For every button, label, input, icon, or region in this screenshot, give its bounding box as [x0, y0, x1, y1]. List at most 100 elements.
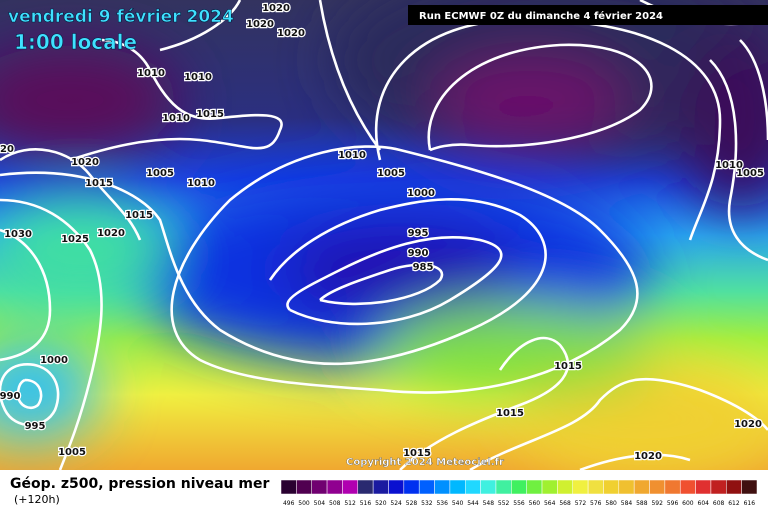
isobar-label: 1020 — [277, 28, 305, 39]
scale-swatch — [618, 479, 635, 495]
scale-swatch — [449, 479, 466, 495]
scale-label: 524 — [390, 500, 402, 507]
scale-swatch — [280, 479, 297, 495]
scale-swatch — [526, 479, 543, 495]
scale-label: 520 — [375, 500, 387, 507]
isobar — [399, 336, 570, 470]
forecast-time: 1:00 locale — [14, 30, 137, 54]
isobar — [170, 145, 639, 394]
isobar — [0, 228, 52, 362]
isobar — [318, 0, 382, 151]
isobar-label: 1005 — [58, 447, 86, 458]
scale-swatch — [495, 479, 512, 495]
isobar-label: 1010 — [137, 68, 165, 79]
isobar-label: 995 — [408, 228, 429, 239]
isobar — [16, 378, 43, 410]
scale-swatch — [357, 479, 374, 495]
scale-label: 556 — [513, 500, 525, 507]
isobar-label: 1010 — [162, 113, 190, 124]
scale-label: 580 — [605, 500, 617, 507]
isobar-label: 1010 — [187, 178, 215, 189]
scale-label: 564 — [544, 500, 556, 507]
scale-swatch — [679, 479, 696, 495]
run-info: Run ECMWF 0Z du dimanche 4 février 2024 — [419, 10, 663, 22]
isobar-label: 1005 — [736, 168, 764, 179]
scale-swatch — [587, 479, 604, 495]
scale-swatch — [326, 479, 343, 495]
isobar-label: 1000 — [407, 188, 435, 199]
isobar-label: 1030 — [4, 229, 32, 240]
scale-swatch — [418, 479, 435, 495]
scale-label: 516 — [360, 500, 372, 507]
scale-swatch — [465, 479, 481, 495]
scale-label: 576 — [590, 500, 602, 507]
scale-swatch — [557, 479, 573, 495]
color-scale: 496 500 504 508 512 516 520 524 528 532 536 540 544 5… — [280, 479, 758, 507]
isobar-label: 1015 — [85, 178, 113, 189]
isobar-label: 985 — [413, 262, 434, 273]
scale-label: 532 — [421, 500, 433, 507]
scale-swatch — [572, 479, 589, 495]
isobar-label: 1015 — [403, 448, 431, 459]
scale-label: 496 — [283, 500, 295, 507]
isobar-label: 1010 — [184, 72, 212, 83]
scale-swatch — [311, 479, 328, 495]
scale-swatch — [541, 479, 558, 495]
isobar — [0, 363, 60, 427]
isobar — [709, 59, 768, 262]
scale-swatch — [372, 479, 389, 495]
scale-label: 588 — [636, 500, 648, 507]
scale-label: 608 — [713, 500, 725, 507]
scale-label: 616 — [744, 500, 756, 507]
scale-label: 544 — [467, 500, 479, 507]
scale-swatch — [633, 479, 650, 495]
scale-swatch — [342, 479, 359, 495]
scale-label: 552 — [498, 500, 510, 507]
isobar-label: 1015 — [554, 361, 582, 372]
isobar-label: 1020 — [97, 228, 125, 239]
scale-label: 560 — [529, 500, 541, 507]
isobar — [159, 0, 242, 52]
scale-swatch — [480, 479, 497, 495]
isobar — [286, 236, 503, 326]
scale-label: 600 — [682, 500, 694, 507]
isobar — [319, 263, 444, 306]
isobar — [469, 377, 768, 470]
scale-label: 568 — [559, 500, 571, 507]
isobar — [374, 18, 722, 241]
forecast-date: vendredi 9 février 2024 — [8, 7, 234, 27]
isobar — [0, 171, 547, 366]
scale-swatch — [710, 479, 727, 495]
isobar — [0, 198, 103, 470]
scale-label: 536 — [436, 500, 448, 507]
scale-label: 572 — [575, 500, 587, 507]
scale-swatch — [664, 479, 681, 495]
isobar-label: 1020 — [634, 451, 662, 462]
scale-label: 504 — [314, 500, 326, 507]
isobar-label: 1015 — [496, 408, 524, 419]
scale-label: 512 — [344, 500, 356, 507]
scale-swatch — [388, 479, 405, 495]
run-box — [408, 5, 768, 25]
isobar-label: 1010 — [338, 150, 366, 161]
scale-swatch — [649, 479, 666, 495]
isobar-label: 990 — [0, 391, 20, 402]
scale-label: 528 — [406, 500, 418, 507]
isobar — [579, 453, 691, 470]
scale-label: 508 — [329, 500, 341, 507]
scale-label: 592 — [651, 500, 663, 507]
isobar-label: 1005 — [146, 168, 174, 179]
scale-swatch — [695, 479, 712, 495]
scale-swatch — [741, 479, 758, 495]
scale-label: 540 — [452, 500, 464, 507]
isobar — [69, 38, 283, 162]
isobar-label: 1020 — [71, 157, 99, 168]
isobar-label: 1020 — [246, 19, 274, 30]
isobar-label: 990 — [408, 248, 429, 259]
copyright: Copyright 2024 Meteociel.fr — [346, 457, 504, 468]
isobar-label: 1005 — [377, 168, 405, 179]
footer-title: Géop. z500, pression niveau mer — [10, 476, 269, 492]
isobar-label: 1020 — [0, 144, 14, 155]
scale-label: 596 — [667, 500, 679, 507]
